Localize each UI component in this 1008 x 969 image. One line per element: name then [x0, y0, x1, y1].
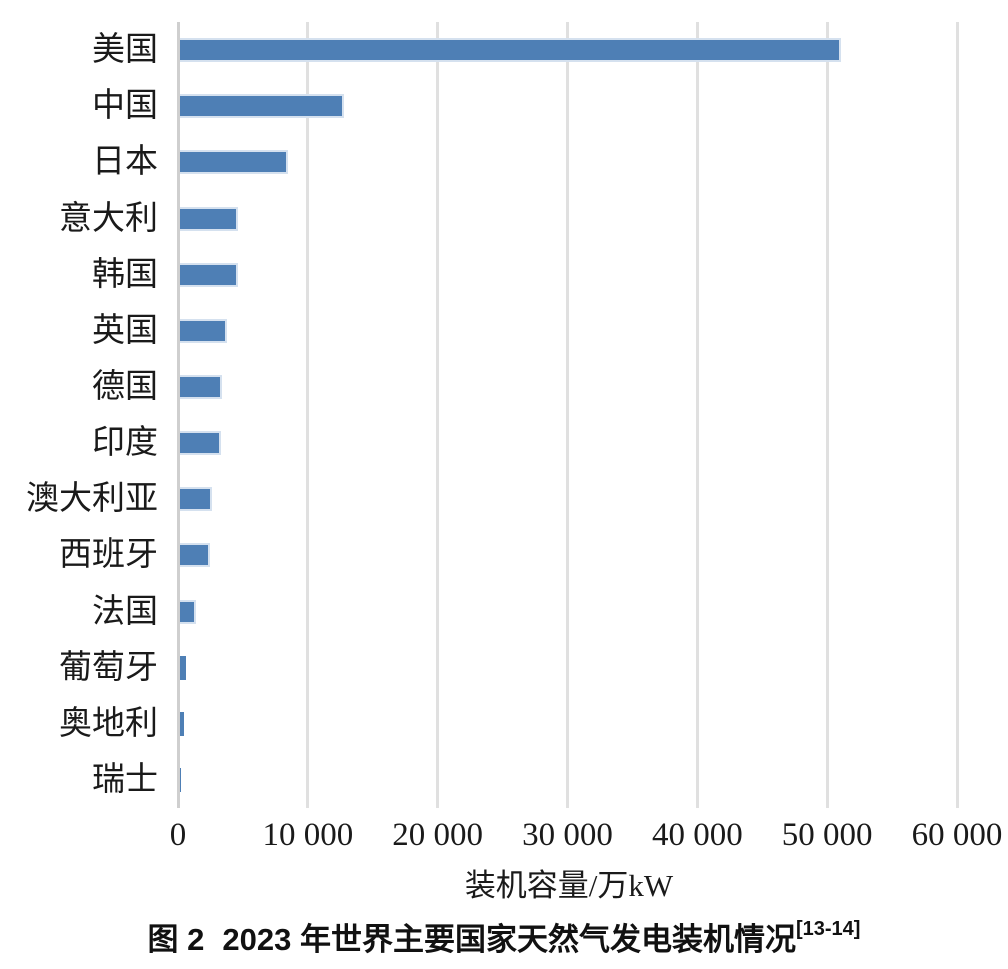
bar — [180, 487, 213, 512]
x-axis-tick-label: 20 000 — [392, 817, 484, 853]
gridline — [566, 22, 569, 808]
x-axis-tick-label: 60 000 — [911, 817, 1003, 853]
y-axis-label: 德国 — [92, 368, 158, 405]
figure-caption: 图 2 2023 年世界主要国家天然气发电装机情况[13-14] — [0, 914, 1008, 959]
x-axis-tick-label: 50 000 — [781, 817, 873, 853]
bar — [180, 94, 344, 119]
bar — [180, 262, 238, 287]
gridline — [436, 22, 440, 808]
bar — [180, 38, 841, 63]
bar — [180, 374, 223, 399]
bar — [180, 599, 196, 624]
y-axis-label: 意大利 — [59, 200, 158, 237]
bar — [180, 206, 239, 231]
bar — [180, 711, 184, 736]
y-axis-label: 日本 — [92, 144, 158, 181]
bar — [180, 150, 288, 175]
bar — [180, 318, 228, 343]
y-axis-label: 澳大利亚 — [26, 481, 158, 518]
gridline — [955, 22, 959, 808]
gridline — [825, 22, 829, 808]
figure-number-label: 图 2 — [147, 922, 205, 957]
y-axis-label: 瑞士 — [92, 761, 158, 798]
y-axis-label: 西班牙 — [59, 537, 158, 574]
y-axis-label: 法国 — [92, 593, 158, 630]
gridline — [695, 22, 699, 808]
y-axis-label: 英国 — [92, 312, 158, 349]
gridline — [306, 22, 310, 808]
x-axis-tick-label: 0 — [169, 817, 187, 853]
caption-title: 2023 年世界主要国家天然气发电装机情况 — [222, 922, 796, 957]
bar — [180, 543, 211, 568]
y-axis-label: 印度 — [92, 425, 158, 462]
y-axis-label: 葡萄牙 — [59, 649, 158, 686]
x-axis-title: 装机容量/万kW — [464, 868, 674, 903]
bar — [180, 431, 221, 456]
y-axis-label: 奥地利 — [59, 705, 158, 742]
y-axis-line — [176, 22, 180, 808]
y-axis-label: 中国 — [92, 88, 158, 125]
x-axis-tick-label: 10 000 — [262, 817, 354, 853]
y-axis-label: 美国 — [92, 32, 158, 69]
y-axis-label: 韩国 — [92, 256, 158, 293]
caption-reference: [13-14] — [795, 917, 861, 940]
bar — [180, 655, 186, 680]
x-axis-tick-label: 40 000 — [651, 817, 743, 853]
x-axis-tick-label: 30 000 — [522, 817, 613, 853]
